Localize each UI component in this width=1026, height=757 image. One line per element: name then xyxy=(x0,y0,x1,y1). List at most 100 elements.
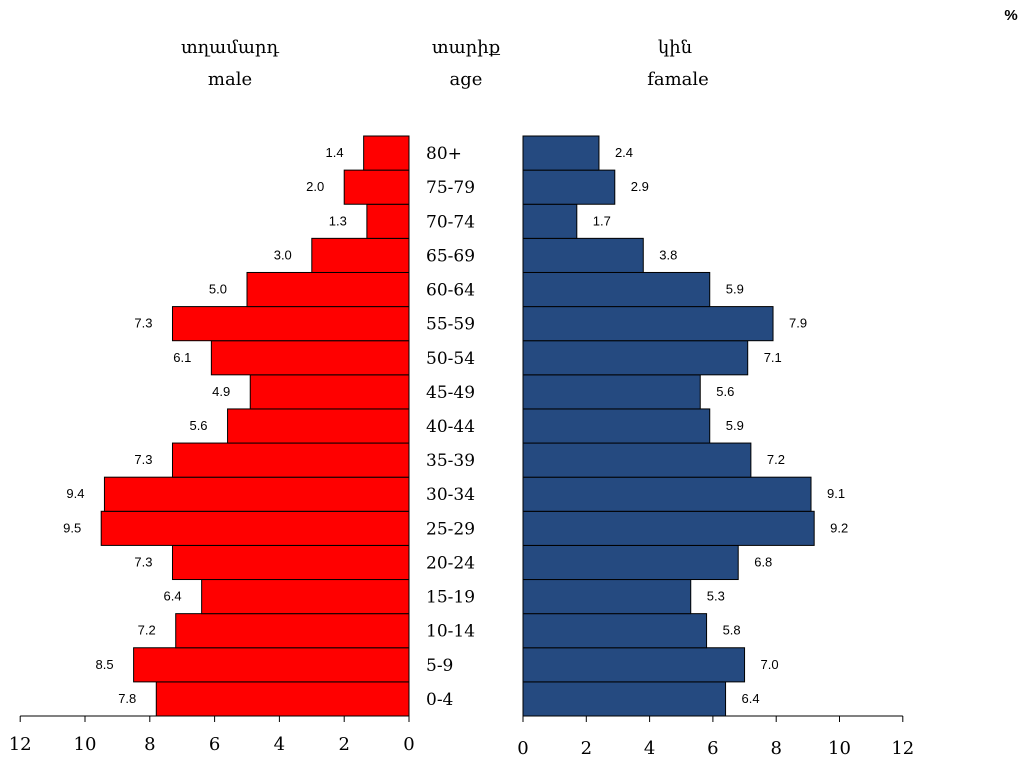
age-label-30-34: 30-34 xyxy=(426,485,475,505)
female-bar-30-34 xyxy=(522,476,812,512)
female-value-label: 9.1 xyxy=(827,486,845,501)
male-bar-20-24 xyxy=(171,544,410,581)
male-header-english: male xyxy=(208,69,252,90)
female-value-label: 6.8 xyxy=(754,554,772,569)
female-axis-tick-label: 10 xyxy=(828,738,851,757)
age-label-75-79: 75-79 xyxy=(426,178,475,198)
male-value-label: 1.4 xyxy=(326,145,344,160)
male-axis-tick-label: 8 xyxy=(144,734,155,755)
female-value-label: 9.2 xyxy=(830,520,848,535)
male-axis-tick-label: 0 xyxy=(403,734,414,755)
female-bar-70-74 xyxy=(522,203,578,239)
female-bar-10-14 xyxy=(522,613,708,649)
age-label-0-4: 0-4 xyxy=(426,690,453,710)
male-value-label: 7.3 xyxy=(134,316,152,331)
female-axis-tick-label: 6 xyxy=(707,738,718,757)
female-bar-0-4 xyxy=(522,681,727,717)
age-label-70-74: 70-74 xyxy=(426,212,475,232)
female-bar-65-69 xyxy=(522,237,644,273)
female-header-english: famale xyxy=(647,69,709,90)
male-value-label: 9.5 xyxy=(63,520,81,535)
male-value-label: 7.3 xyxy=(134,554,152,569)
female-bar-45-49 xyxy=(522,374,701,410)
male-bar-75-79 xyxy=(343,169,410,205)
female-value-label: 5.3 xyxy=(707,589,725,604)
male-value-label: 1.3 xyxy=(329,213,347,228)
female-bar-5-9 xyxy=(522,647,746,683)
age-label-55-59: 55-59 xyxy=(426,315,475,335)
male-bar-40-44 xyxy=(227,408,410,444)
female-bar-75-79 xyxy=(522,169,616,205)
female-value-label: 7.0 xyxy=(761,657,779,672)
female-bar-15-19 xyxy=(522,579,692,615)
male-value-label: 4.9 xyxy=(212,384,230,399)
age-label-45-49: 45-49 xyxy=(426,383,475,403)
female-bar-40-44 xyxy=(522,408,711,444)
male-value-label: 2.0 xyxy=(306,179,324,194)
age-header-armenian: տարիք xyxy=(432,37,501,58)
age-labels: 0-4 5-9 10-14 15-19 20-24 25-29 30-34 35-39 40-4… xyxy=(426,144,475,710)
male-header-armenian: տղամարդ xyxy=(181,37,280,58)
male-value-label: 6.4 xyxy=(164,589,182,604)
male-bar-65-69 xyxy=(311,237,410,273)
age-label-20-24: 20-24 xyxy=(426,553,475,573)
female-bar-35-39 xyxy=(522,442,752,478)
female-value-label: 5.9 xyxy=(726,418,744,433)
female-value-label: 2.9 xyxy=(631,179,649,194)
male-bar-35-39 xyxy=(171,442,410,478)
male-bar-15-19 xyxy=(201,579,410,615)
male-value-label: 8.5 xyxy=(96,657,114,672)
male-bar-80+ xyxy=(363,135,410,171)
age-label-5-9: 5-9 xyxy=(426,656,453,676)
female-value-label: 7.1 xyxy=(764,350,782,365)
female-bar-60-64 xyxy=(522,271,711,308)
female-bar-80+ xyxy=(522,135,600,171)
female-axis-tick-label: 12 xyxy=(891,738,914,757)
female-axis-tick-label: 2 xyxy=(581,738,592,757)
female-value-label: 3.8 xyxy=(659,247,677,262)
female-axis-tick-label: 4 xyxy=(644,738,655,757)
female-value-label: 5.6 xyxy=(716,384,734,399)
female-bar-20-24 xyxy=(522,544,739,581)
female-axis-tick-label: 0 xyxy=(517,738,528,757)
age-label-80+: 80+ xyxy=(426,144,462,164)
female-value-label: 2.4 xyxy=(615,145,633,160)
female-value-label: 7.2 xyxy=(767,452,785,467)
male-bar-45-49 xyxy=(249,374,410,410)
age-label-35-39: 35-39 xyxy=(426,451,475,471)
male-value-label: 7.3 xyxy=(134,452,152,467)
male-value-label: 6.1 xyxy=(173,350,191,365)
male-axis-tick-label: 2 xyxy=(338,734,349,755)
female-value-label: 1.7 xyxy=(593,213,611,228)
male-bar-10-14 xyxy=(175,613,410,649)
age-label-65-69: 65-69 xyxy=(426,246,475,266)
female-axis-tick-label: 8 xyxy=(770,738,781,757)
male-bar-5-9 xyxy=(133,647,410,683)
age-label-40-44: 40-44 xyxy=(426,417,475,437)
male-bar-55-59 xyxy=(171,306,410,342)
age-header-english: age xyxy=(450,69,483,90)
male-bar-50-54 xyxy=(210,340,410,376)
female-value-label: 7.9 xyxy=(789,316,807,331)
female-bar-55-59 xyxy=(522,306,774,342)
age-label-50-54: 50-54 xyxy=(426,349,475,369)
female-value-label: 6.4 xyxy=(742,691,760,706)
male-axis-tick-label: 6 xyxy=(209,734,220,755)
age-label-10-14: 10-14 xyxy=(426,622,475,642)
male-axis: 12 10 8 6 4 2 0 xyxy=(9,715,415,755)
female-axis: 0 2 4 6 8 10 12 xyxy=(517,715,914,757)
male-bar-25-29 xyxy=(100,510,410,546)
female-value-label: 5.9 xyxy=(726,282,744,297)
male-value-label: 7.2 xyxy=(138,623,156,638)
male-value-label: 5.0 xyxy=(209,282,227,297)
male-axis-tick-label: 12 xyxy=(9,734,32,755)
female-bars: 6.4 7.0 5.8 5.3 6.8 9.2 9.1 7.2 5.9 5.6 7.1 7.9 5.9 3… xyxy=(522,135,848,717)
male-bar-0-4 xyxy=(155,681,410,717)
female-value-label: 5.8 xyxy=(723,623,741,638)
male-value-label: 3.0 xyxy=(274,247,292,262)
male-value-label: 9.4 xyxy=(66,486,84,501)
male-value-label: 5.6 xyxy=(189,418,207,433)
male-bars: 7.8 8.5 7.2 6.4 7.3 9.5 9.4 7.3 5.6 4.9 6.1 7.3 5.0 3… xyxy=(63,135,410,717)
age-label-15-19: 15-19 xyxy=(426,588,475,608)
